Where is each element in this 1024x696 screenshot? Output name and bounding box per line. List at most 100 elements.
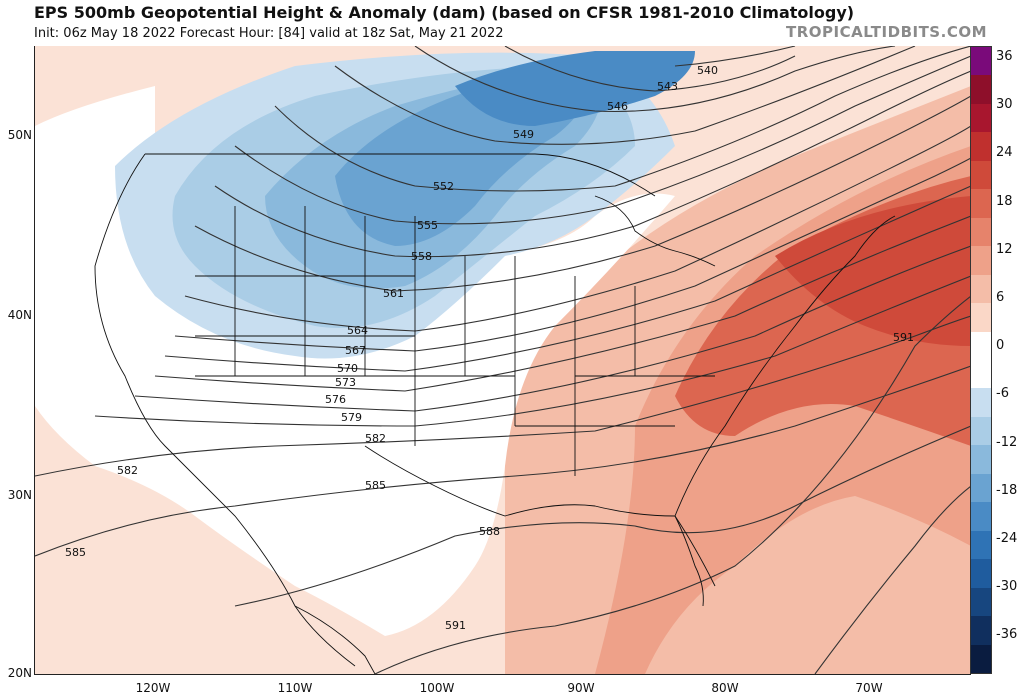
colorbar-label: -36 [996,627,1018,643]
label-585a: 585 [365,479,386,492]
lon-label-70w: 70W [855,681,883,695]
colorbar-segment [971,217,991,247]
colorbar-label: 24 [996,145,1013,161]
contour-540 [674,46,796,67]
contour-labels: 540 543 546 549 552 555 558 561 564 567 … [65,64,914,632]
colorbar-segment [971,303,991,333]
contour-561 [194,95,971,292]
contour-591b [814,485,971,674]
contour-558 [214,70,971,258]
gulf-coast [364,445,716,587]
colorbar-segment [971,274,991,304]
colorbar-label: 36 [996,49,1013,64]
brand-watermark: TROPICALTIDBITS.COM [786,23,987,41]
colorbar-label: -12 [996,434,1018,450]
contour-585 [35,365,971,557]
label-573: 573 [335,376,356,389]
florida [674,515,704,607]
cold-anomaly-30 [455,51,695,126]
lat-label-50n: 50N [7,128,32,142]
lon-label-120w: 120W [135,681,171,695]
colorbar-label: 0 [996,338,1005,354]
colorbar-segment [971,360,991,389]
chart-subtitle: Init: 06z May 18 2022 Forecast Hour: [84… [34,26,504,41]
lon-label-110w: 110W [277,681,313,695]
anomaly-map: 540 543 546 549 552 555 558 561 564 567 … [35,46,971,674]
contour-570 [164,185,971,372]
colorbar-segment [971,473,991,503]
colorbar-label: 12 [996,241,1013,257]
height-contours [35,46,971,674]
colorbar-segment [971,75,991,105]
colorbar-segment [971,587,991,617]
lat-label-20n: 20N [7,666,32,680]
contour-567 [174,157,971,352]
colorbar-segment [971,132,991,162]
warm-anomaly-24 [775,196,971,346]
colorbar-segment [971,331,991,361]
contour-543 [504,46,796,92]
label-546: 546 [607,100,628,113]
label-567: 567 [345,344,366,357]
map-panel: 540 543 546 549 552 555 558 561 564 567 … [34,46,971,675]
contour-579 [94,275,971,427]
header: EPS 500mb Geopotential Height & Anomaly … [0,0,1024,46]
colorbar-segment [971,644,991,674]
east-coast [674,215,896,517]
label-579: 579 [341,411,362,424]
state-lines [195,206,715,476]
colorbar-segment [971,530,991,560]
lon-label-90w: 90W [567,681,595,695]
contour-588 [234,425,971,607]
colorbar-segment [971,416,991,446]
lon-label-100w: 100W [419,681,455,695]
colorbar-label: 30 [996,97,1013,113]
us-canada-border [145,153,656,197]
label-540: 540 [697,64,718,77]
contour-552 [274,46,971,192]
label-543: 543 [657,80,678,93]
lat-label-40n: 40N [7,308,32,322]
contour-564 [184,125,971,332]
label-585b: 585 [65,546,86,559]
colorbar-segment [971,559,991,589]
colorbar-label: 6 [996,290,1005,305]
label-591a: 591 [445,619,466,632]
colorbar-label: -6 [996,386,1009,402]
contour-576 [134,245,971,412]
label-549: 549 [513,128,534,141]
label-558: 558 [411,250,432,263]
contour-549 [334,46,916,145]
chart-title: EPS 500mb Geopotential Height & Anomaly … [34,3,855,22]
label-591b: 591 [893,331,914,344]
colorbar-segment [971,445,991,475]
great-lakes [594,195,716,267]
label-570: 570 [337,362,358,375]
label-588: 588 [479,525,500,538]
colorbar-segment [971,616,991,646]
label-582b: 582 [117,464,138,477]
colorbar-label: -18 [996,482,1018,498]
colorbar [970,46,992,674]
contour-546 [414,46,896,112]
colorbar-label: -30 [996,579,1018,595]
label-564: 564 [347,324,368,337]
colorbar-segment [971,189,991,219]
contour-591 [374,295,971,674]
contour-573 [154,215,971,392]
colorbar-segment [971,502,991,532]
geography-lines [94,153,896,674]
west-coast [94,153,356,667]
colorbar-label: -24 [996,531,1018,546]
colorbar-segment [971,160,991,190]
colorbar-segment [971,246,991,276]
lat-label-30n: 30N [7,488,32,502]
lon-label-80w: 80W [711,681,739,695]
label-576: 576 [325,393,346,406]
colorbar-segment [971,47,991,76]
colorbar-label: 18 [996,193,1013,209]
contour-582 [35,315,971,477]
label-561: 561 [383,287,404,300]
label-552: 552 [433,180,454,193]
colorbar-segment [971,103,991,133]
